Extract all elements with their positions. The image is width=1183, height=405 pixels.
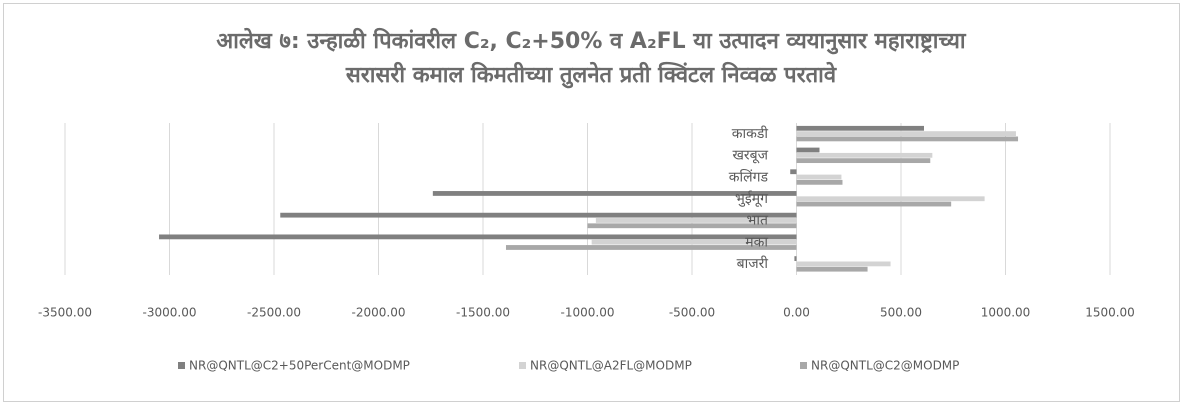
- bar: [796, 266, 868, 272]
- category-label: खरबूज: [732, 148, 768, 164]
- x-tick-label: -2500.00: [247, 306, 301, 320]
- legend-swatch: [178, 362, 185, 369]
- chart-title: आलेख ७: उन्हाळी पिकांवरील C₂, C₂+50% व A…: [216, 27, 967, 55]
- x-tick-label: -2000.00: [352, 306, 406, 320]
- bar: [591, 239, 797, 245]
- legend-swatch: [519, 362, 526, 369]
- x-tick-label: 0.00: [783, 306, 810, 320]
- category-label: कलिंगड: [729, 168, 769, 185]
- bar: [505, 245, 797, 250]
- bar: [159, 234, 797, 240]
- bar: [796, 158, 931, 164]
- category-label: मका: [745, 234, 768, 250]
- x-tick-label: -1500.00: [456, 306, 510, 320]
- x-tick-label: 1500.00: [1085, 306, 1135, 320]
- bar: [794, 256, 797, 261]
- bar: [796, 136, 1019, 142]
- bar: [796, 152, 933, 158]
- bar: [796, 201, 952, 207]
- bar: [280, 212, 797, 218]
- category-label: बाजरी: [737, 255, 769, 272]
- category-label: भात: [747, 213, 769, 229]
- x-tick-label: 1000.00: [981, 306, 1031, 320]
- x-tick-label: -1000.00: [561, 306, 615, 320]
- bar: [796, 125, 924, 131]
- x-tick-label: -3000.00: [143, 306, 197, 320]
- bar: [796, 147, 820, 153]
- x-tick-label: -3500.00: [38, 306, 92, 320]
- bar: [796, 174, 842, 180]
- bar: [796, 131, 1016, 137]
- category-label: काकडी: [732, 125, 769, 142]
- bar: [432, 191, 797, 196]
- chart-title: सरासरी कमाल किमतीच्या तुलनेत प्रती क्विं…: [345, 61, 837, 89]
- x-tick-label: 500.00: [880, 306, 922, 320]
- chart-border: [3, 3, 1180, 402]
- x-tick-label: -500.00: [669, 306, 715, 320]
- category-label: भुईमूग: [735, 190, 769, 207]
- bar: [595, 218, 797, 223]
- legend-label: NR@QNTL@C2+50PerCent@MODMP: [189, 359, 410, 373]
- legend-label: NR@QNTL@C2@MODMP: [811, 359, 959, 373]
- bar: [796, 261, 891, 267]
- bar: [587, 223, 797, 229]
- bar: [790, 169, 797, 175]
- legend-label: NR@QNTL@A2FL@MODMP: [530, 359, 692, 373]
- bar: [796, 179, 843, 185]
- bar: [796, 196, 985, 202]
- legend-swatch: [800, 362, 807, 369]
